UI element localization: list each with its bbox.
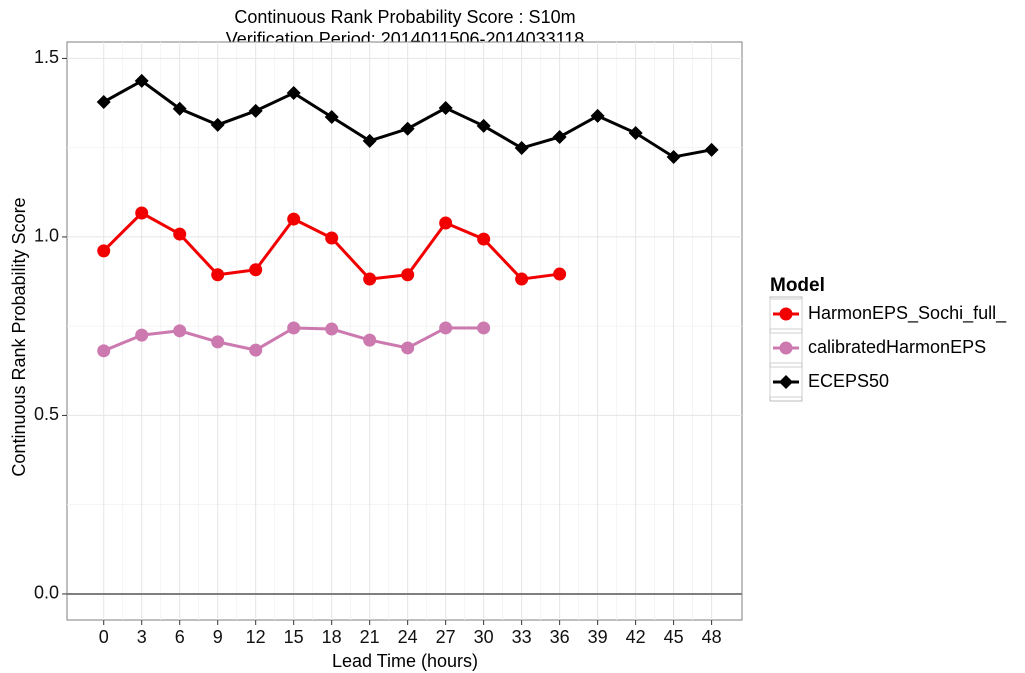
- x-tick-label: 27: [436, 627, 456, 647]
- point: [210, 117, 225, 132]
- x-tick-label: 33: [512, 627, 532, 647]
- point: [211, 335, 225, 349]
- y-tick-label: 1.0: [34, 226, 59, 246]
- x-tick-label: 9: [213, 627, 223, 647]
- point: [325, 322, 339, 336]
- point: [172, 101, 187, 116]
- point: [553, 267, 567, 281]
- point: [628, 126, 643, 141]
- x-tick-label: 45: [664, 627, 684, 647]
- point: [249, 343, 263, 357]
- x-tick-label: 3: [137, 627, 147, 647]
- chart-title: Continuous Rank Probability Score : S10m: [234, 7, 575, 27]
- legend-title: Model: [770, 275, 825, 296]
- point: [286, 86, 301, 101]
- point: [401, 341, 415, 355]
- y-tick-label: 1.5: [34, 47, 59, 67]
- x-tick-label: 42: [626, 627, 646, 647]
- point: [97, 344, 111, 358]
- legend-marker: [779, 375, 793, 389]
- x-tick-label: 21: [360, 627, 380, 647]
- point: [477, 232, 491, 246]
- point: [248, 103, 263, 118]
- point: [438, 101, 453, 116]
- point: [362, 133, 377, 148]
- point: [287, 212, 301, 226]
- point: [135, 328, 149, 342]
- x-tick-label: 36: [550, 627, 570, 647]
- x-tick-label: 0: [99, 627, 109, 647]
- legend-label: calibratedHarmonEPS: [808, 337, 986, 357]
- point: [704, 142, 719, 157]
- point: [324, 109, 339, 124]
- x-tick-label: 30: [474, 627, 494, 647]
- point: [515, 272, 529, 286]
- point: [514, 141, 529, 156]
- point: [325, 231, 339, 245]
- point: [211, 268, 225, 282]
- point: [439, 216, 453, 230]
- point: [477, 321, 491, 335]
- point: [97, 244, 111, 258]
- point: [173, 227, 187, 241]
- x-tick-label: 15: [284, 627, 304, 647]
- point: [173, 324, 187, 338]
- x-tick-label: 48: [702, 627, 722, 647]
- point: [363, 333, 377, 347]
- point: [666, 149, 681, 164]
- point: [287, 321, 301, 335]
- point: [134, 73, 149, 88]
- legend-marker: [779, 307, 793, 321]
- x-tick-label: 39: [588, 627, 608, 647]
- point: [552, 129, 567, 144]
- x-tick-label: 6: [175, 627, 185, 647]
- x-axis-title: Lead Time (hours): [332, 651, 478, 671]
- point: [96, 94, 111, 109]
- point: [135, 206, 149, 220]
- point: [401, 268, 415, 282]
- point: [249, 263, 263, 277]
- legend-marker: [779, 341, 793, 355]
- y-tick-label: 0.0: [34, 583, 59, 603]
- x-tick-label: 18: [322, 627, 342, 647]
- legend-label: HarmonEPS_Sochi_full_: [808, 303, 1007, 324]
- point: [439, 321, 453, 335]
- point: [476, 118, 491, 133]
- y-axis-title: Continuous Rank Probability Score: [9, 197, 29, 476]
- point: [590, 108, 605, 123]
- x-tick-label: 12: [246, 627, 266, 647]
- y-tick-label: 0.5: [34, 404, 59, 424]
- point: [400, 121, 415, 136]
- point: [363, 272, 377, 286]
- legend-label: ECEPS50: [808, 371, 889, 391]
- x-tick-label: 24: [398, 627, 418, 647]
